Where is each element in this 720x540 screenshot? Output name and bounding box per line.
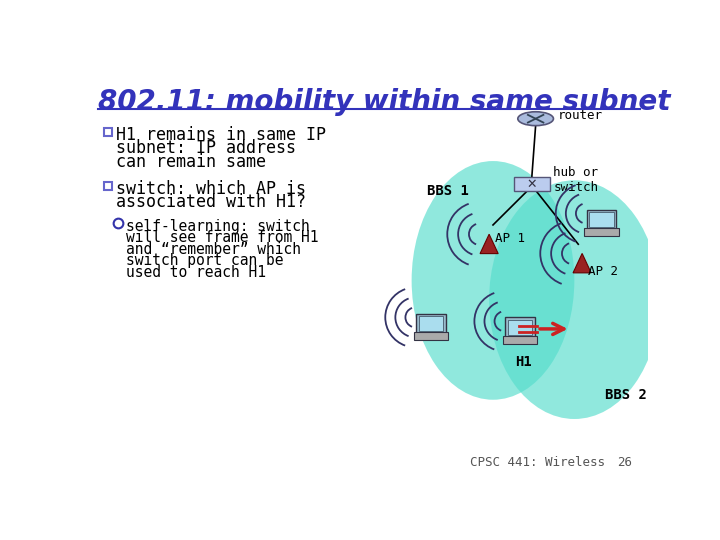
Text: switch: which AP is: switch: which AP is	[117, 180, 306, 198]
FancyBboxPatch shape	[587, 210, 616, 230]
Text: CPSC 441: Wireless: CPSC 441: Wireless	[469, 456, 605, 469]
Text: subnet: IP address: subnet: IP address	[117, 139, 297, 158]
Bar	[104, 182, 112, 190]
Ellipse shape	[489, 180, 660, 419]
Text: hub or
switch: hub or switch	[554, 166, 598, 193]
Polygon shape	[573, 253, 591, 273]
Text: 802.11: mobility within same subnet: 802.11: mobility within same subnet	[98, 88, 670, 116]
Text: BBS 1: BBS 1	[427, 184, 469, 198]
FancyBboxPatch shape	[414, 333, 448, 340]
Text: ✕: ✕	[526, 178, 537, 191]
Text: associated with H1?: associated with H1?	[117, 193, 306, 211]
Text: AP 2: AP 2	[588, 266, 618, 279]
Text: H1 remains in same IP: H1 remains in same IP	[117, 126, 326, 144]
Text: used to reach H1: used to reach H1	[127, 265, 266, 280]
FancyBboxPatch shape	[513, 177, 550, 191]
Text: and “remember” which: and “remember” which	[127, 242, 302, 257]
Text: switch port can be: switch port can be	[127, 253, 284, 268]
Text: will see frame from H1: will see frame from H1	[127, 231, 319, 245]
Text: H1: H1	[516, 355, 532, 369]
FancyBboxPatch shape	[419, 316, 443, 331]
Text: self-learning: switch: self-learning: switch	[127, 219, 310, 234]
FancyBboxPatch shape	[505, 318, 535, 338]
Text: BBS 2: BBS 2	[606, 388, 647, 402]
Bar	[104, 128, 112, 136]
FancyBboxPatch shape	[585, 228, 618, 236]
Ellipse shape	[518, 112, 554, 126]
FancyBboxPatch shape	[590, 212, 613, 227]
FancyBboxPatch shape	[508, 320, 532, 335]
Text: router: router	[557, 109, 603, 122]
Text: can remain same: can remain same	[117, 153, 266, 171]
FancyBboxPatch shape	[503, 336, 537, 344]
Polygon shape	[480, 234, 498, 254]
FancyBboxPatch shape	[416, 314, 446, 334]
Ellipse shape	[412, 161, 575, 400]
Text: AP 1: AP 1	[495, 232, 526, 245]
Text: 26: 26	[618, 456, 632, 469]
